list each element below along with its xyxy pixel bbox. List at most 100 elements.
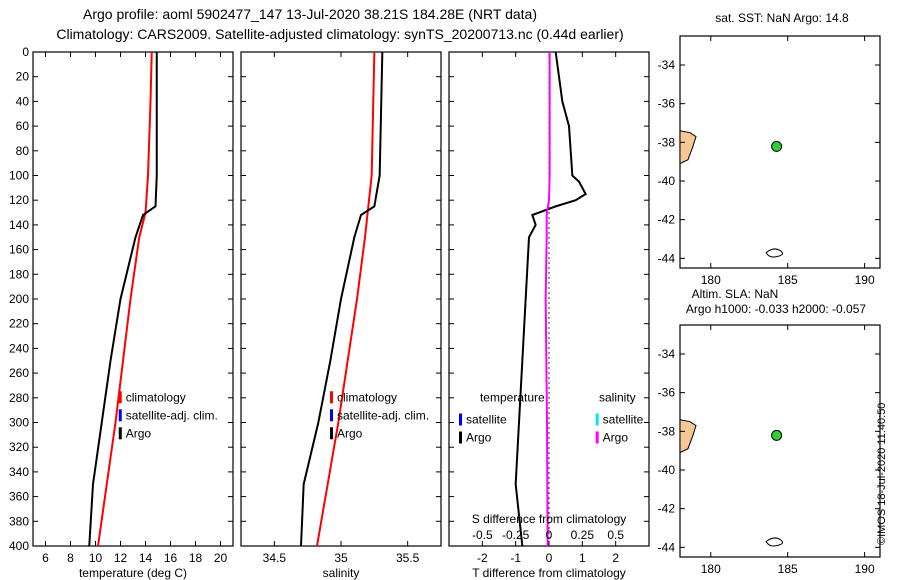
map-y-tick-label: -40: [658, 174, 676, 188]
y-tick-label: 300: [9, 416, 29, 430]
legend-swatch: [595, 431, 599, 444]
legend-swatch: [118, 391, 122, 404]
map-y-tick-label: -34: [658, 347, 676, 361]
map-title-sla-line1: Altim. SLA: NaN: [692, 287, 779, 301]
map-y-tick-label: -36: [658, 97, 676, 111]
y-tick-label: 260: [9, 366, 29, 380]
x-tick-label: 35: [334, 551, 348, 565]
x-tick-label: -1: [510, 551, 521, 565]
y-tick-label: 240: [9, 341, 29, 355]
map-x-tick-label: 185: [778, 562, 798, 576]
x-tick-label: 6: [42, 551, 49, 565]
y-tick-label: 380: [9, 514, 29, 528]
y-tick-label: 20: [16, 70, 30, 84]
x-axis-label: T difference from climatology: [472, 566, 626, 580]
series-line-salinity-argo: [300, 51, 384, 547]
map-y-tick-label: -34: [658, 58, 676, 72]
y-tick-label: 280: [9, 391, 29, 405]
legend-swatch: [330, 391, 333, 404]
map-x-tick-label: 180: [701, 273, 721, 287]
secondary-tick-label: 0: [546, 528, 553, 542]
legend-swatch: [459, 431, 462, 444]
map-frame-sst_map: [679, 35, 881, 269]
x-tick-label: 10: [89, 551, 103, 565]
secondary-tick-label: -0.25: [502, 528, 530, 542]
legend-label: climatology: [126, 390, 186, 404]
figure-title-line2: Climatology: CARS2009. Satellite-adjuste…: [56, 26, 624, 42]
legend-swatch: [330, 409, 333, 422]
argo-float-marker: [771, 140, 783, 152]
x-tick-label: 34.5: [263, 551, 287, 565]
y-tick-label: 100: [9, 169, 29, 183]
legend-label: satellite: [466, 413, 507, 427]
y-tick-label: 320: [9, 440, 29, 454]
y-tick-label: 360: [9, 490, 29, 504]
legend-label: Argo: [466, 431, 492, 445]
x-axis-label: temperature (deg C): [79, 566, 187, 580]
coastline-land: [679, 419, 697, 454]
x-axis-label: salinity: [323, 566, 360, 580]
series-line-difference-s-argo---clim: [544, 52, 551, 547]
legend-label: Argo: [603, 431, 629, 445]
legend-heading-salinity: salinity: [599, 390, 636, 404]
series-line-salinity-climatology: [316, 51, 376, 547]
y-tick-label: 220: [9, 317, 29, 331]
coastline-land: [679, 130, 697, 165]
secondary-tick-label: 0.25: [571, 528, 595, 542]
timestamp-stamp: ©IMOS 18-Jul-2020 11:40:50: [876, 402, 888, 545]
legend-swatch: [459, 413, 462, 426]
map-y-tick-label: -42: [658, 502, 676, 516]
x-tick-label: 0: [546, 551, 553, 565]
legend-label: satellite: [603, 413, 644, 427]
map-y-tick-label: -42: [658, 213, 676, 227]
y-tick-label: 180: [9, 267, 29, 281]
x-tick-label: 14: [139, 551, 153, 565]
x-tick-label: 2: [612, 551, 619, 565]
legend-label: climatology: [337, 390, 397, 404]
map-y-tick-label: -40: [658, 463, 676, 477]
y-tick-label: 400: [9, 539, 29, 553]
legend-label: satellite-adj. clim.: [337, 408, 429, 422]
legend-swatch: [330, 427, 333, 440]
y-tick-label: 40: [16, 94, 30, 108]
y-tick-label: 340: [9, 465, 29, 479]
map-x-tick-label: 190: [855, 562, 875, 576]
map-y-tick-label: -38: [658, 424, 676, 438]
legend-label: Argo: [126, 426, 152, 440]
map-frame-sla_map: [679, 324, 881, 558]
island-outline: [765, 248, 784, 258]
map-x-tick-label: 190: [855, 273, 875, 287]
secondary-tick-label: 0.5: [607, 528, 624, 542]
legend-label: Argo: [337, 426, 363, 440]
x-tick-label: -2: [477, 551, 488, 565]
x-tick-label: 1: [579, 551, 586, 565]
legend-label: satellite-adj. clim.: [126, 408, 218, 422]
secondary-axis-label: S difference from climatology: [472, 512, 627, 526]
legend-swatch: [118, 427, 122, 440]
map-x-tick-label: 185: [778, 273, 798, 287]
map-y-tick-label: -44: [658, 540, 676, 554]
secondary-tick-label: -0.5: [472, 528, 493, 542]
map-y-tick-label: -36: [658, 386, 676, 400]
y-tick-label: 80: [16, 144, 30, 158]
map-title-sla-line2: Argo h1000: -0.033 h2000: -0.057: [686, 302, 866, 316]
map-title-sst: sat. SST: NaN Argo: 14.8: [715, 11, 849, 25]
y-tick-label: 200: [9, 292, 29, 306]
y-tick-label: 160: [9, 243, 29, 257]
panel-frame-temperature: [32, 51, 234, 547]
y-tick-label: 60: [16, 119, 30, 133]
y-tick-label: 120: [9, 193, 29, 207]
series-line-temperature-climatology: [97, 51, 153, 547]
map-x-tick-label: 180: [701, 562, 721, 576]
x-tick-label: 12: [114, 551, 128, 565]
map-y-tick-label: -38: [658, 135, 676, 149]
legend-heading-temperature: temperature: [480, 390, 545, 404]
series-line-difference-t-argo---clim: [514, 51, 587, 547]
x-tick-label: 16: [164, 551, 178, 565]
figure-title-line1: Argo profile: aoml 5902477_147 13-Jul-20…: [82, 6, 537, 22]
x-tick-label: 8: [67, 551, 74, 565]
series-line-temperature-argo: [88, 52, 158, 547]
argo-float-marker: [771, 429, 783, 441]
legend-swatch: [118, 409, 122, 422]
